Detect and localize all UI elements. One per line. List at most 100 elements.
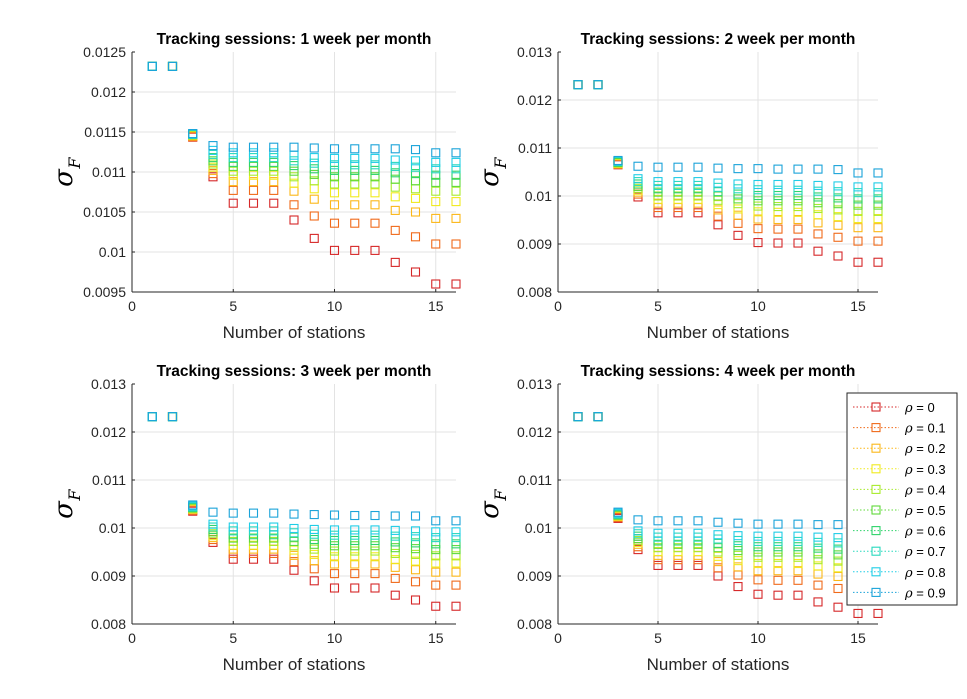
data-point bbox=[309, 211, 319, 221]
data-point bbox=[410, 595, 421, 605]
data-point bbox=[289, 142, 299, 152]
data-point bbox=[390, 555, 400, 565]
data-point bbox=[653, 528, 663, 538]
data-point bbox=[228, 177, 238, 187]
data-point bbox=[653, 516, 663, 526]
data-point bbox=[350, 552, 360, 562]
y-axis-subscript: F bbox=[65, 157, 84, 170]
data-point bbox=[228, 554, 238, 564]
data-point bbox=[248, 148, 259, 158]
data-point bbox=[873, 168, 883, 178]
data-point bbox=[309, 194, 319, 204]
y-axis-symbol: σ bbox=[475, 168, 505, 187]
data-point bbox=[773, 207, 783, 217]
data-point bbox=[633, 526, 643, 536]
data-point bbox=[733, 535, 743, 546]
data-point bbox=[793, 164, 803, 174]
data-point bbox=[431, 545, 441, 555]
y-tick-label: 0.01 bbox=[99, 520, 126, 536]
panel-1: 0 5 10 15 0.0095 0.01 0.0105 0.011 0.0115 0.012 0.… bbox=[49, 31, 461, 342]
data-point bbox=[329, 160, 340, 170]
data-point bbox=[793, 558, 803, 569]
data-point bbox=[309, 544, 319, 554]
data-point bbox=[269, 157, 279, 167]
legend-entry-label: ρ = 0.4 bbox=[904, 482, 946, 498]
data-point bbox=[713, 205, 723, 215]
data-point bbox=[813, 210, 823, 220]
data-point bbox=[188, 500, 198, 510]
data-point bbox=[753, 552, 763, 562]
data-point bbox=[451, 527, 461, 537]
y-tick-label: 0.0115 bbox=[84, 124, 126, 140]
data-point bbox=[431, 551, 441, 561]
y-axis-label: σF bbox=[475, 157, 510, 187]
data-point bbox=[390, 543, 400, 553]
data-point bbox=[269, 148, 279, 158]
data-point bbox=[309, 539, 319, 549]
panel-2: 0 5 10 15 0.008 0.009 0.01 0.011 0.012 0.013 Track… bbox=[475, 31, 883, 342]
plot-area bbox=[132, 384, 456, 624]
data-point bbox=[833, 199, 843, 209]
y-axis-subscript: F bbox=[65, 489, 84, 502]
data-point bbox=[329, 218, 340, 228]
data-point bbox=[269, 508, 279, 518]
data-point bbox=[309, 233, 319, 243]
data-point bbox=[873, 223, 883, 233]
data-point bbox=[813, 198, 823, 208]
data-point bbox=[673, 177, 683, 187]
data-point bbox=[613, 155, 623, 166]
legend-entry-label: ρ = 0.2 bbox=[904, 441, 946, 457]
data-point bbox=[853, 200, 863, 210]
data-point bbox=[350, 541, 360, 551]
data-point bbox=[451, 213, 461, 223]
data-point bbox=[370, 583, 380, 593]
series-rho-0.9 bbox=[147, 412, 461, 526]
data-point bbox=[228, 157, 238, 167]
y-tick-label: 0.012 bbox=[517, 424, 552, 440]
data-point bbox=[693, 560, 703, 570]
data-point bbox=[451, 164, 461, 174]
data-point bbox=[248, 508, 259, 518]
data-point bbox=[350, 218, 360, 228]
data-point bbox=[350, 160, 360, 170]
data-point bbox=[410, 145, 421, 155]
data-point bbox=[329, 144, 340, 154]
y-tick-label: 0.01 bbox=[525, 520, 552, 536]
data-point bbox=[733, 546, 743, 556]
data-point bbox=[813, 520, 823, 530]
data-point bbox=[713, 517, 723, 527]
data-point bbox=[350, 188, 360, 198]
legend-marker bbox=[871, 484, 881, 494]
data-point bbox=[793, 238, 803, 248]
data-point bbox=[329, 245, 340, 255]
x-tick-label: 0 bbox=[128, 298, 136, 314]
data-point bbox=[410, 156, 421, 166]
data-point bbox=[673, 516, 683, 526]
data-point bbox=[329, 569, 340, 579]
data-point bbox=[693, 162, 703, 172]
plot-area bbox=[558, 384, 878, 624]
data-point bbox=[593, 412, 603, 422]
data-point bbox=[451, 157, 461, 167]
data-point bbox=[289, 172, 299, 182]
data-point bbox=[431, 170, 441, 180]
data-point bbox=[370, 530, 380, 540]
data-point bbox=[833, 544, 843, 554]
data-point bbox=[228, 508, 238, 518]
x-tick-label: 15 bbox=[850, 298, 866, 314]
data-point bbox=[733, 562, 743, 572]
data-point bbox=[431, 279, 441, 289]
data-point bbox=[773, 190, 783, 201]
data-point bbox=[269, 522, 279, 532]
data-point bbox=[309, 576, 319, 586]
legend-entry-label: ρ = 0.1 bbox=[904, 421, 946, 437]
data-point bbox=[573, 80, 583, 90]
y-tick-label: 0.012 bbox=[517, 92, 552, 108]
data-point bbox=[350, 144, 360, 154]
data-point bbox=[269, 177, 279, 187]
data-point bbox=[833, 583, 843, 594]
data-point bbox=[733, 531, 743, 541]
data-point bbox=[228, 185, 238, 195]
data-point bbox=[431, 157, 441, 167]
x-tick-label: 10 bbox=[327, 298, 343, 314]
